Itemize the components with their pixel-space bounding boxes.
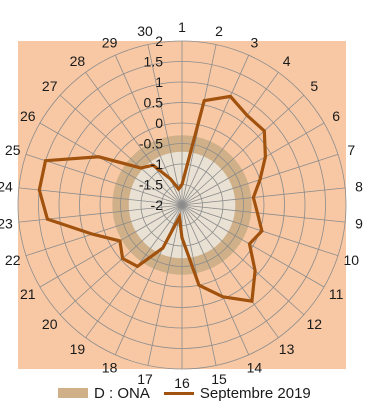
radial-tick-label: 1.5 (144, 54, 164, 70)
grid-spoke (181, 55, 250, 206)
grid-spoke (181, 204, 279, 338)
category-label: 6 (332, 108, 340, 124)
category-label: 28 (70, 53, 86, 69)
category-label: 27 (42, 78, 58, 94)
legend-item-band: D : ONA (58, 385, 150, 402)
category-label: 8 (355, 178, 363, 194)
category-label: 2 (215, 23, 223, 39)
grid-spoke (147, 44, 183, 206)
legend-series-swatch (163, 391, 194, 395)
grid-spoke (181, 122, 325, 206)
category-label: 29 (102, 34, 118, 50)
category-label: 15 (211, 371, 227, 387)
radial-tick-label: -1.5 (139, 177, 163, 193)
grid-spoke (181, 204, 346, 223)
category-label: 7 (347, 142, 355, 158)
category-label: 26 (20, 108, 36, 124)
category-label: 16 (174, 375, 190, 391)
legend: D : ONA Septembre 2019 (58, 383, 325, 403)
grid-spoke (59, 204, 183, 316)
legend-series-label: Septembre 2019 (199, 384, 311, 402)
grid-spoke (18, 187, 183, 206)
grid-spoke (181, 94, 305, 206)
radial-tick-label: 0 (155, 115, 163, 131)
legend-item-series: Septembre 2019 (163, 384, 311, 402)
category-label: 23 (0, 216, 13, 232)
radial-tick-label: -2 (151, 197, 164, 213)
radial-tick-label: -1 (151, 156, 164, 172)
grid-spoke (181, 204, 305, 316)
radial-tick-label: 2 (155, 33, 163, 49)
grid-spoke (181, 204, 325, 288)
grid-spoke (181, 204, 250, 355)
category-label: 30 (137, 23, 153, 39)
grid-spoke (181, 187, 346, 206)
category-label: 12 (307, 316, 323, 332)
category-label: 22 (5, 252, 21, 268)
radial-tick-label: 0.5 (144, 95, 164, 111)
grid-spoke (25, 153, 183, 206)
grid-spoke (59, 94, 183, 206)
category-label: 13 (279, 341, 295, 357)
category-label: 17 (137, 371, 153, 387)
grid-spoke (85, 72, 183, 206)
category-label: 10 (344, 252, 360, 268)
category-label: 1 (178, 19, 186, 35)
category-label: 21 (20, 286, 36, 302)
category-label: 9 (355, 216, 363, 232)
radial-tick-label: -0.5 (139, 136, 163, 152)
category-label: 14 (247, 360, 263, 376)
category-label: 24 (0, 178, 13, 194)
category-label: 5 (310, 78, 318, 94)
grid-spoke (181, 72, 279, 206)
series-line (37, 94, 268, 304)
category-label: 25 (5, 142, 21, 158)
category-label: 11 (329, 286, 344, 302)
grid-spoke (39, 122, 183, 206)
category-label: 18 (102, 360, 118, 376)
legend-band-swatch (58, 388, 88, 398)
grid-spoke (147, 204, 183, 366)
category-label: 4 (283, 53, 291, 69)
radial-tick-label: 1 (155, 74, 163, 90)
grid-spoke (39, 204, 183, 288)
category-label: 20 (42, 316, 58, 332)
grid-spoke (85, 204, 183, 338)
category-label: 19 (70, 341, 86, 357)
category-label: 3 (251, 34, 259, 50)
legend-band-label: D : ONA (94, 384, 150, 402)
grid-spoke (25, 204, 183, 257)
grid-spoke (181, 204, 339, 257)
